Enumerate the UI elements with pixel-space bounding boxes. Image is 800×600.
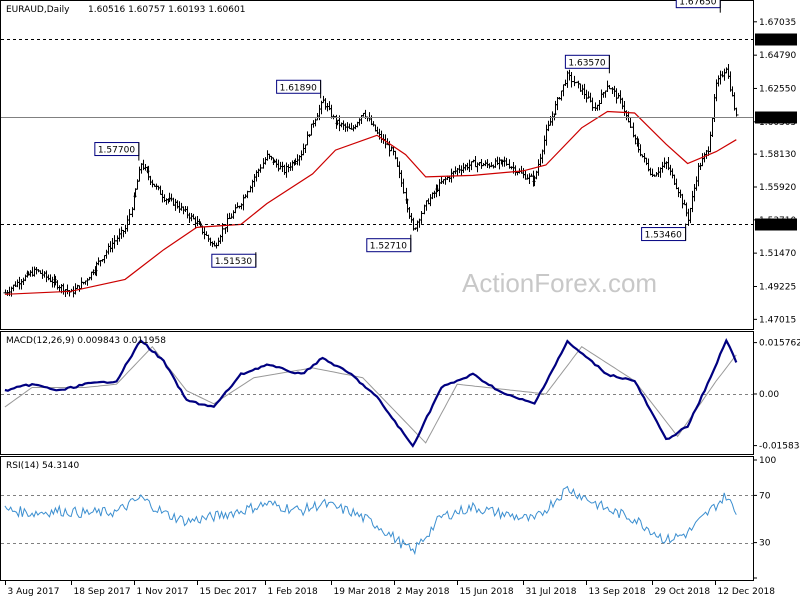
price-ytick-label-8: 1.49225 bbox=[759, 283, 796, 293]
macd-ytick-label-0: 0.015762 bbox=[759, 339, 800, 349]
price-ytick-label-6: 1.53710 bbox=[759, 216, 796, 226]
level-tag-text-1: 1.53460 bbox=[757, 221, 794, 231]
level-tag-text-0: 1.65870 bbox=[757, 36, 794, 46]
price-ytick-label-7: 1.51470 bbox=[759, 249, 796, 259]
rsi-ytick-label-2: 30 bbox=[759, 539, 771, 549]
macd-ytick-label-2: -0.015834 bbox=[759, 442, 800, 452]
macd-panel-frame bbox=[0, 331, 754, 455]
annotation-label-1: 1.51530 bbox=[215, 257, 252, 267]
annotation-label-0: 1.57700 bbox=[98, 146, 135, 156]
price-header-symbol: EURAUD,Daily bbox=[6, 5, 70, 15]
rsi-label: RSI(14) 54.3140 bbox=[6, 461, 79, 471]
price-header-ohlc: 1.60516 1.60757 1.60193 1.60601 bbox=[88, 5, 245, 15]
level-tag-0 bbox=[755, 33, 797, 46]
annotation-label-6: 1.67650 bbox=[679, 0, 716, 8]
xtick-label-4: 1 Feb 2018 bbox=[268, 587, 319, 597]
price-ytick-label-3: 1.60305 bbox=[759, 118, 796, 128]
price-ytick-label-9: 1.47015 bbox=[759, 315, 796, 325]
xtick-label-5: 19 Mar 2018 bbox=[334, 587, 391, 597]
price-ytick-label-0: 1.67035 bbox=[759, 18, 796, 28]
price-ytick-label-4: 1.58130 bbox=[759, 150, 796, 160]
rsi-ytick-label-1: 70 bbox=[759, 491, 771, 501]
xtick-label-3: 15 Dec 2017 bbox=[200, 587, 258, 597]
price-panel-frame bbox=[0, 0, 754, 330]
rsi-panel-frame bbox=[0, 456, 754, 581]
price-ytick-label-1: 1.64790 bbox=[759, 51, 796, 61]
annotation-label-5: 1.53460 bbox=[645, 231, 682, 241]
rsi-ytick-label-0: 100 bbox=[759, 456, 776, 466]
macd-ytick-label-1: 0.00 bbox=[759, 390, 779, 400]
moving-average-line bbox=[4, 110, 737, 295]
xtick-label-8: 31 Jul 2018 bbox=[526, 587, 577, 597]
annotation-label-4: 1.63570 bbox=[568, 58, 605, 68]
price-ytick-label-2: 1.62550 bbox=[759, 84, 796, 94]
price-ytick-label-5: 1.55920 bbox=[759, 183, 796, 193]
xtick-label-7: 15 Jun 2018 bbox=[460, 587, 514, 597]
last-price-tag bbox=[755, 111, 797, 124]
xtick-label-10: 29 Oct 2018 bbox=[655, 587, 711, 597]
xtick-label-1: 18 Sep 2017 bbox=[74, 587, 131, 597]
annotation-label-2: 1.61890 bbox=[280, 83, 317, 93]
watermark: ActionForex.com bbox=[462, 268, 657, 298]
annotation-label-3: 1.52710 bbox=[370, 242, 407, 252]
last-price-tag-text: 1.60601 bbox=[757, 114, 794, 124]
xtick-label-9: 13 Sep 2018 bbox=[589, 587, 646, 597]
macd-signal-line bbox=[4, 345, 737, 444]
rsi-line bbox=[4, 485, 737, 556]
macd-line bbox=[4, 337, 738, 448]
macd-label: MACD(12,26,9) 0.009843 0.011958 bbox=[6, 336, 166, 346]
level-tag-1 bbox=[755, 218, 797, 231]
xtick-label-11: 12 Dec 2018 bbox=[718, 587, 776, 597]
xtick-label-6: 2 May 2018 bbox=[397, 587, 450, 597]
xtick-label-2: 1 Nov 2017 bbox=[137, 587, 189, 597]
xtick-label-0: 3 Aug 2017 bbox=[8, 587, 60, 597]
